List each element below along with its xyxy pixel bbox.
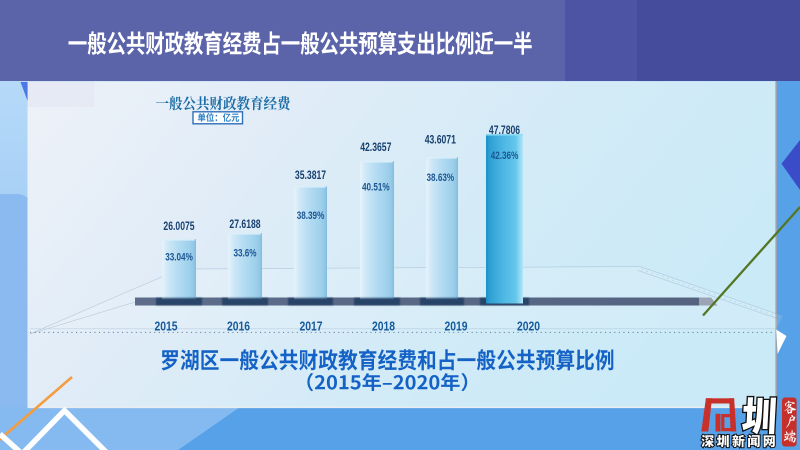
svg-text:2016: 2016: [227, 321, 250, 334]
svg-text:42.36%: 42.36%: [491, 150, 519, 162]
svg-text:38.39%: 38.39%: [297, 210, 325, 222]
svg-text:27.6188: 27.6188: [229, 219, 260, 232]
svg-text:26.0075: 26.0075: [163, 221, 194, 234]
svg-text:33.6%: 33.6%: [233, 247, 257, 259]
svg-text:33.04%: 33.04%: [165, 251, 193, 263]
svg-text:42.3657: 42.3657: [360, 142, 391, 155]
svg-text:2020: 2020: [517, 321, 540, 334]
svg-text:38.63%: 38.63%: [426, 172, 454, 184]
svg-text:2019: 2019: [444, 321, 467, 334]
svg-text:2018: 2018: [372, 321, 396, 334]
svg-text:2017: 2017: [299, 321, 322, 334]
svg-text:35.3817: 35.3817: [295, 170, 326, 183]
svg-text:43.6071: 43.6071: [425, 134, 456, 147]
svg-text:40.51%: 40.51%: [362, 182, 390, 194]
svg-text:47.7806: 47.7806: [489, 125, 520, 138]
svg-text:2015: 2015: [154, 321, 178, 334]
